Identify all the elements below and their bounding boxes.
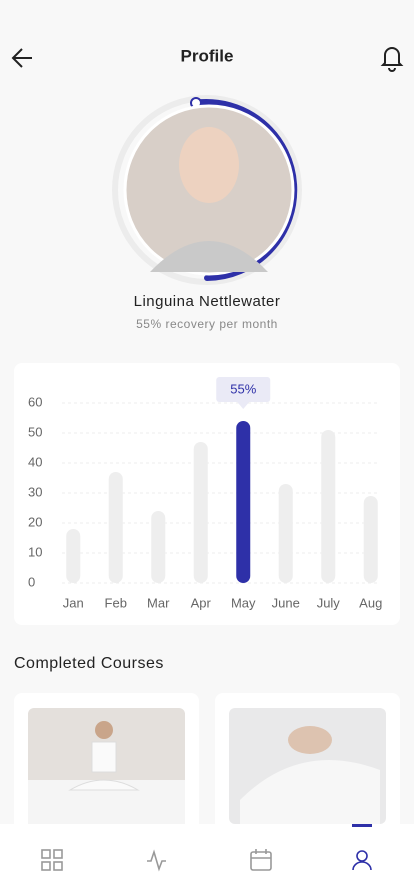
nav-indicator [352,824,372,827]
x-tick-label: May [231,595,256,610]
nav-icon [356,850,368,862]
bell-button[interactable] [380,47,404,72]
y-tick-label: 20 [28,514,42,529]
header-title: Profile [181,46,234,65]
bar [193,442,208,583]
back-icon [11,48,32,68]
bar [236,421,251,583]
x-tick-label: July [317,595,341,610]
y-tick-label: 50 [28,424,42,439]
x-tick-label: June [272,595,300,610]
nav-calendar[interactable] [250,849,272,871]
bar [363,496,378,583]
y-tick-label: 40 [28,454,42,469]
bar [151,511,166,583]
nav-home[interactable] [41,849,63,871]
nav-icon [251,849,271,859]
course-image-figure [95,721,113,739]
x-tick-label: Jan [63,595,84,610]
x-tick-label: Aug [359,595,382,610]
section-title: Completed Courses [14,655,164,672]
course-card[interactable] [14,693,199,853]
profile-name: Linguina Nettlewater [134,293,281,310]
course-image-body [68,741,140,791]
bar [108,472,123,583]
x-tick-label: Apr [191,595,212,610]
x-tick-label: Mar [147,595,170,610]
bar [66,529,81,583]
nav-icon [352,861,372,871]
y-tick-label: 30 [28,484,42,499]
course-image-pillow [240,760,380,824]
y-tick-label: 0 [28,574,35,589]
profile-subtitle: 55% recovery per month [136,317,278,331]
nav-icon [250,851,272,871]
x-tick-label: Feb [105,595,127,610]
course-card[interactable] [215,693,400,853]
bar [278,484,293,583]
annotation-box [216,377,271,402]
chart: 0 10 20 30 40 50 60 Jan Feb Mar Apr May June July Aug 5… [28,377,382,610]
nav-profile[interactable] [352,850,372,871]
avatar-shirt [150,241,268,272]
annotation: 55% [230,381,256,396]
nav-icon [53,861,63,871]
annotation-pointer [237,402,250,409]
y-tick-label: 60 [28,394,42,409]
nav-icon [41,861,51,871]
nav-icon [41,849,51,859]
y-tick-label: 10 [28,544,42,559]
avatar-face [179,127,239,203]
nav-icon [53,849,63,859]
bar [321,430,336,583]
bell-icon [380,47,404,72]
bottom-nav [0,824,414,896]
progress-track [112,95,302,285]
back-button[interactable] [11,48,32,68]
nav-activity[interactable] [147,849,166,872]
course-image-figure [288,726,332,754]
